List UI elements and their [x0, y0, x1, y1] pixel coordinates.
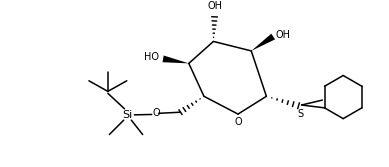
- Text: OH: OH: [275, 30, 291, 40]
- Text: OH: OH: [207, 1, 222, 11]
- Text: S: S: [297, 109, 303, 119]
- Text: O: O: [152, 108, 160, 118]
- Polygon shape: [251, 34, 275, 51]
- Text: Si: Si: [123, 110, 133, 120]
- Text: HO: HO: [144, 52, 159, 62]
- Polygon shape: [163, 55, 189, 63]
- Text: O: O: [235, 117, 243, 127]
